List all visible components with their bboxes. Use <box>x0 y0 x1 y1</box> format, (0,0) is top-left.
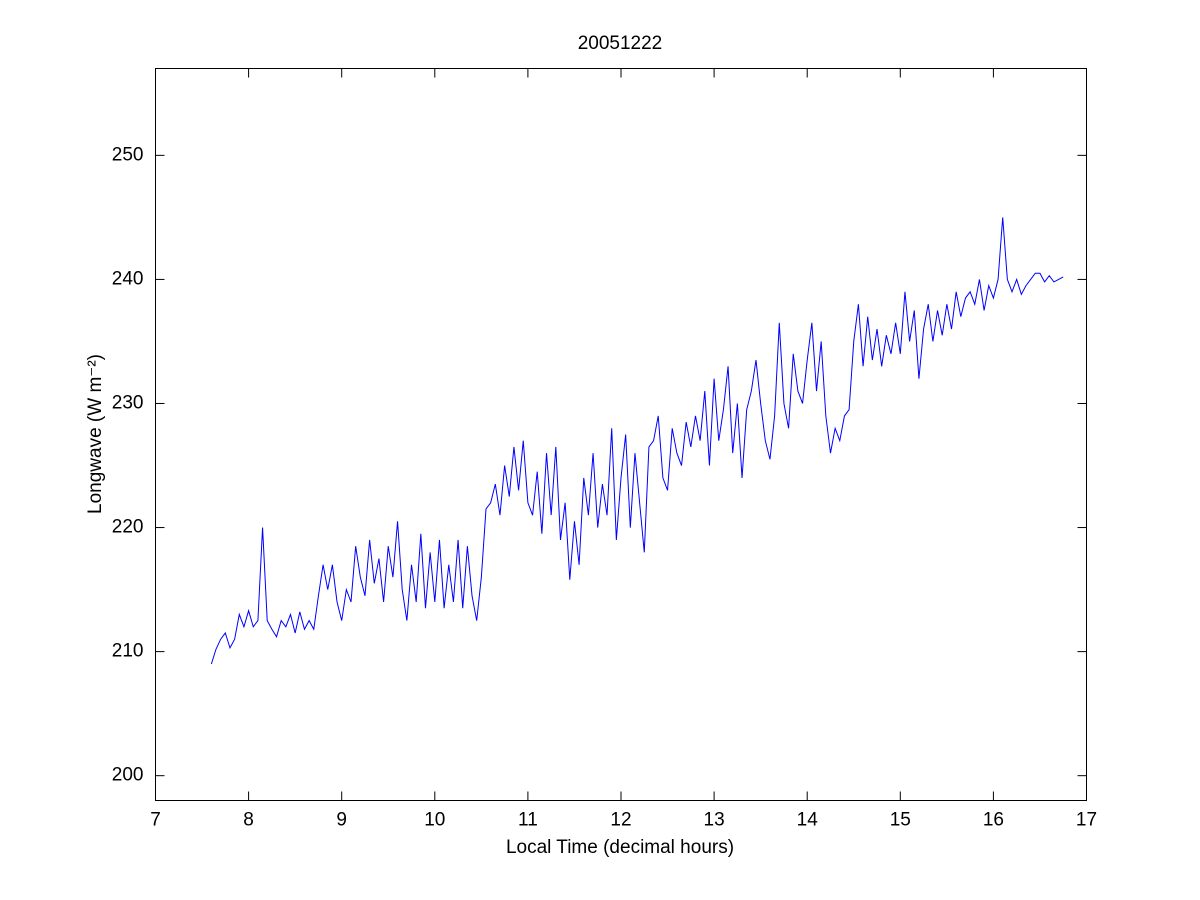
x-tick-label: 14 <box>797 810 819 831</box>
chart-title: 20051222 <box>578 33 663 54</box>
x-tick-label: 13 <box>704 810 725 831</box>
y-tick-label: 240 <box>112 268 144 289</box>
x-tick-label: 8 <box>243 810 254 831</box>
x-tick-label: 9 <box>336 810 347 831</box>
x-axis-label: Local Time (decimal hours) <box>506 837 734 858</box>
x-tick-label: 15 <box>890 810 911 831</box>
y-tick-label: 210 <box>112 641 144 662</box>
x-tick-label: 7 <box>150 810 161 831</box>
x-tick-label: 16 <box>983 810 1004 831</box>
y-axis-label: Longwave (W m⁻²) <box>85 354 106 514</box>
y-tick-label: 220 <box>112 517 144 538</box>
x-tick-label: 17 <box>1076 810 1097 831</box>
x-tick-label: 11 <box>518 810 538 831</box>
y-tick-label: 250 <box>112 144 144 165</box>
x-tick-label: 12 <box>610 810 631 831</box>
x-tick-label: 10 <box>424 810 445 831</box>
data-line <box>210 217 1064 665</box>
y-tick-label: 200 <box>112 765 144 786</box>
y-tick-label: 230 <box>112 392 144 413</box>
